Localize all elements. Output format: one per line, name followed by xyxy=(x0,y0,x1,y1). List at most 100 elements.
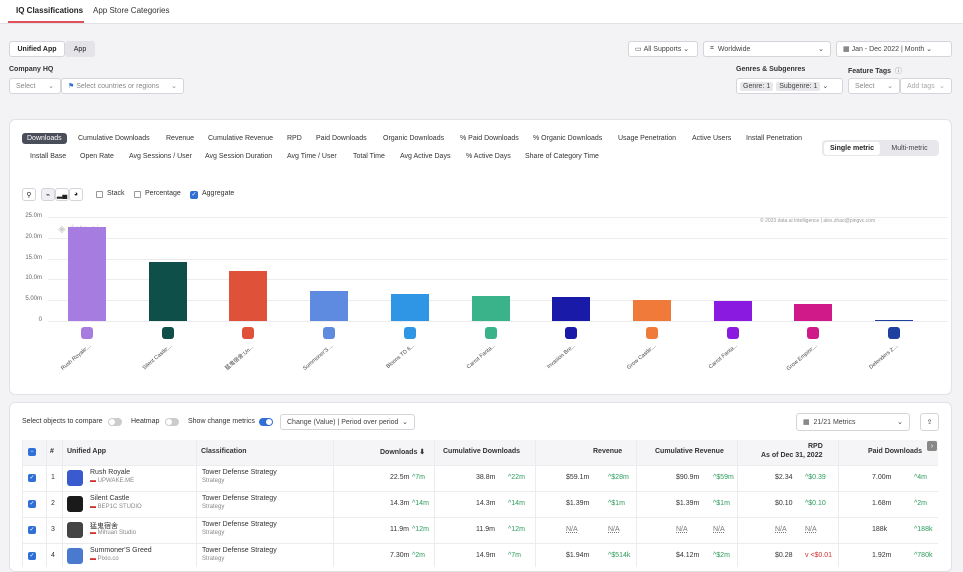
col-cumulative-revenue[interactable]: Cumulative Revenue xyxy=(655,448,724,455)
show-change-toggle[interactable] xyxy=(259,418,273,426)
publisher[interactable]: ▬ BEP1C STUDIO xyxy=(90,504,142,510)
info-icon[interactable]: ⓘ xyxy=(891,68,902,75)
pie-chart-icon[interactable]: ◕ xyxy=(69,188,83,201)
percentage-checkbox[interactable] xyxy=(134,191,141,198)
publisher[interactable]: ▬ Pixio.co xyxy=(90,556,119,562)
date-range-value: Jan - Dec 2022 xyxy=(851,45,900,53)
scroll-right-icon[interactable]: › xyxy=(927,441,937,451)
bar[interactable] xyxy=(229,271,268,321)
multi-metric-button[interactable]: Multi-metric xyxy=(891,145,928,152)
cell-downloads: 7.30m xyxy=(390,552,410,559)
genres-label: Genres & Subgenres xyxy=(736,66,806,73)
metric-tab-cumulative-downloads[interactable]: Cumulative Downloads xyxy=(78,135,150,142)
aggregate-checkbox[interactable]: ✓ xyxy=(190,191,198,199)
date-range-picker[interactable]: ▦ Jan - Dec 2022 | Month ⌄ xyxy=(836,41,952,57)
line-chart-icon[interactable]: ⌁ xyxy=(41,188,55,201)
metric-tab-open-rate[interactable]: Open Rate xyxy=(80,153,114,160)
metric-tab-total-time[interactable]: Total Time xyxy=(353,153,385,160)
metric-tab-install-penetration[interactable]: Install Penetration xyxy=(746,135,803,142)
tab-iq-classifications[interactable]: IQ Classifications xyxy=(16,6,84,15)
app-icon[interactable] xyxy=(67,522,83,538)
app-icon[interactable] xyxy=(67,496,83,512)
select-compare-toggle[interactable] xyxy=(108,418,122,426)
export-icon[interactable]: ⇪ xyxy=(920,413,939,431)
metric-tab-avg-active-days[interactable]: Avg Active Days xyxy=(400,153,451,160)
metric-tab-install-base[interactable]: Install Base xyxy=(30,153,67,160)
stack-checkbox[interactable] xyxy=(96,191,103,198)
metric-tab-paid-downloads[interactable]: % Paid Downloads xyxy=(460,135,519,142)
metric-tab-active-users[interactable]: Active Users xyxy=(692,135,732,142)
app-name[interactable]: Rush Royale xyxy=(90,469,131,476)
cell-paid: 1.68m xyxy=(872,500,892,507)
cell-downloads: 14.3m xyxy=(390,500,410,507)
separator: | xyxy=(899,45,905,53)
app-name[interactable]: 猛鬼宿舍 xyxy=(90,523,118,530)
metric-tab-share-of-category-time[interactable]: Share of Category Time xyxy=(525,153,599,160)
cell-cum_rev-change: ^$59m xyxy=(713,474,734,481)
cell-rev: $59.1m xyxy=(566,474,590,481)
row-checkbox[interactable]: ✓ xyxy=(28,500,36,508)
col-unified-app[interactable]: Unified App xyxy=(67,448,107,455)
bar[interactable] xyxy=(713,300,752,321)
col-downloads[interactable]: Downloads ⬇ xyxy=(380,448,425,456)
unified-app-toggle[interactable]: Unified App xyxy=(9,41,65,57)
region-dropdown[interactable]: ⌗ Worldwide ⌄ xyxy=(703,41,831,57)
bar[interactable] xyxy=(310,290,349,321)
metric-tab-usage-penetration[interactable]: Usage Penetration xyxy=(618,135,676,142)
col-paid-downloads[interactable]: Paid Downloads xyxy=(868,448,923,455)
cell-cum_rev: $90.9m xyxy=(676,474,700,481)
bar[interactable] xyxy=(552,296,591,321)
feature-tags-select[interactable]: Select ⌄ xyxy=(848,78,900,94)
select-all-checkbox[interactable]: − xyxy=(28,448,36,456)
supports-dropdown[interactable]: ▭ All Supports ⌄ xyxy=(628,41,698,57)
metric-tab-active-days[interactable]: % Active Days xyxy=(466,153,511,160)
chart-card xyxy=(9,119,952,395)
company-hq-select[interactable]: Select ⌄ xyxy=(9,78,61,94)
metric-tab-avg-time-user[interactable]: Avg Time / User xyxy=(287,153,337,160)
col-revenue[interactable]: Revenue xyxy=(593,448,623,455)
countries-select[interactable]: ⚑ Select countries or regions ⌄ xyxy=(61,78,184,94)
app-icon[interactable] xyxy=(67,470,83,486)
show-change-label: Show change metrics xyxy=(188,418,255,425)
bar[interactable] xyxy=(632,300,671,321)
heatmap-toggle[interactable] xyxy=(165,418,179,426)
tab-app-store-categories[interactable]: App Store Categories xyxy=(93,6,170,15)
zoom-icon[interactable]: ⚲ xyxy=(22,188,36,201)
cell-cum_rev: N/A xyxy=(676,526,688,533)
metric-tab-organic-downloads[interactable]: Organic Downloads xyxy=(383,135,445,142)
cell-cum_rev-change: ^$1m xyxy=(713,500,730,507)
metric-tab-rpd[interactable]: RPD xyxy=(287,135,302,142)
app-name[interactable]: Summoner'S Greed xyxy=(90,547,152,554)
row-checkbox[interactable]: ✓ xyxy=(28,474,36,482)
app-icon[interactable] xyxy=(67,548,83,564)
add-tags-input[interactable]: Add tags ⌄ xyxy=(900,78,952,94)
col-classification[interactable]: Classification xyxy=(201,448,247,455)
metric-tab-paid-downloads[interactable]: Paid Downloads xyxy=(316,135,367,142)
bar[interactable] xyxy=(794,303,833,321)
publisher[interactable]: ▬ UPWAKE.ME xyxy=(90,478,134,484)
metric-tab-downloads[interactable]: Downloads xyxy=(22,133,67,144)
metric-tab-organic-downloads[interactable]: % Organic Downloads xyxy=(533,135,603,142)
col-rpd[interactable]: RPD xyxy=(808,443,823,450)
metric-tab-avg-session-duration[interactable]: Avg Session Duration xyxy=(205,153,273,160)
app-name[interactable]: Silent Castle xyxy=(90,495,130,502)
metric-tab-avg-sessions-user[interactable]: Avg Sessions / User xyxy=(129,153,192,160)
bar[interactable] xyxy=(471,296,510,321)
bar-chart-icon[interactable]: ▂▄ xyxy=(55,188,69,201)
bar[interactable] xyxy=(68,227,106,321)
metric-tab-revenue[interactable]: Revenue xyxy=(166,135,195,142)
metrics-selector[interactable]: ▦ 21/21 Metrics ⌄ xyxy=(796,413,910,431)
bar[interactable] xyxy=(148,261,187,321)
subgenre-chip: Subgenre: 1 xyxy=(776,81,821,91)
change-mode-dropdown[interactable]: Change (Value) | Period over period ⌄ xyxy=(280,414,415,430)
metric-tab-cumulative-revenue[interactable]: Cumulative Revenue xyxy=(208,135,273,142)
row-checkbox[interactable]: ✓ xyxy=(28,526,36,534)
genres-select[interactable]: Genre: 1 Subgenre: 1 ⌄ xyxy=(736,78,843,94)
bar[interactable] xyxy=(390,293,429,321)
single-metric-button[interactable]: Single metric xyxy=(824,142,880,155)
bar[interactable] xyxy=(875,319,913,321)
col-cumulative-downloads[interactable]: Cumulative Downloads xyxy=(443,448,521,455)
publisher[interactable]: ▬ Mihuan Studio xyxy=(90,530,136,536)
app-toggle[interactable]: App xyxy=(65,41,95,57)
row-checkbox[interactable]: ✓ xyxy=(28,552,36,560)
